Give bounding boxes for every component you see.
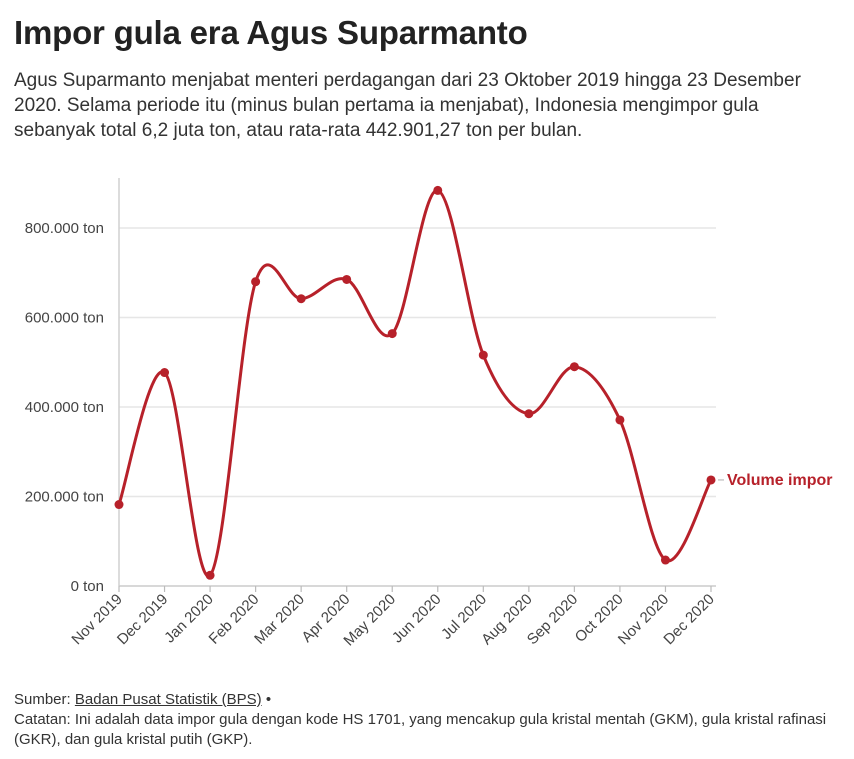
x-tick-label: Mar 2020 [251, 591, 308, 648]
series-line [117, 188, 713, 578]
y-axis: 0 ton 200.000 ton 400.000 ton 600.000 ton 80… [25, 178, 120, 595]
y-tick-label: 0 ton [71, 578, 104, 595]
source-line: Sumber: Badan Pusat Statistik (BPS) • [14, 690, 850, 710]
source-label: Sumber: [14, 691, 71, 708]
data-point-sep-2020[interactable] [569, 362, 579, 372]
source-bullet: • [265, 691, 272, 708]
data-point-mar-2020[interactable] [296, 294, 306, 304]
data-point-may-2020[interactable] [387, 329, 397, 339]
data-point-aug-2020[interactable] [524, 409, 534, 419]
gridlines [119, 227, 716, 498]
x-tick-label: Dec 2020 [660, 591, 717, 648]
x-tick-label: Sep 2020 [524, 591, 581, 648]
series-label: Volume impor [718, 472, 833, 489]
data-point-jul-2020[interactable] [478, 350, 488, 360]
series-label-text: Volume impor [727, 472, 833, 489]
data-point-oct-2020[interactable] [615, 415, 625, 425]
line-chart: 0 ton 200.000 ton 400.000 ton 600.000 ton 80… [25, 178, 833, 649]
series-volume-impor [114, 185, 716, 580]
data-point-dec-2020[interactable] [706, 475, 716, 485]
y-tick-label: 400.000 ton [25, 399, 104, 416]
data-point-feb-2020[interactable] [251, 277, 261, 287]
chart-title: Impor gula era Agus Suparmanto [14, 14, 528, 51]
data-point-jun-2020[interactable] [433, 185, 443, 195]
y-tick-label: 800.000 ton [25, 220, 104, 237]
data-point-apr-2020[interactable] [342, 274, 352, 284]
data-point-nov-2020[interactable] [660, 555, 670, 565]
y-tick-label: 200.000 ton [25, 489, 104, 506]
footer: Sumber: Badan Pusat Statistik (BPS) • Ca… [14, 690, 850, 750]
x-tick-label: Jun 2020 [389, 591, 445, 647]
data-point-dec-2019[interactable] [160, 368, 170, 378]
x-tick-label: Dec 2019 [114, 591, 171, 648]
data-point-jan-2020[interactable] [205, 570, 215, 580]
chart-subtitle: Agus Suparmanto menjabat menteri perdaga… [14, 70, 801, 141]
y-tick-label: 600.000 ton [25, 310, 104, 327]
note-text: Catatan: Ini adalah data impor gula deng… [14, 711, 827, 748]
data-point-nov-2019[interactable] [114, 500, 124, 510]
source-link[interactable]: Badan Pusat Statistik (BPS) [74, 691, 262, 708]
